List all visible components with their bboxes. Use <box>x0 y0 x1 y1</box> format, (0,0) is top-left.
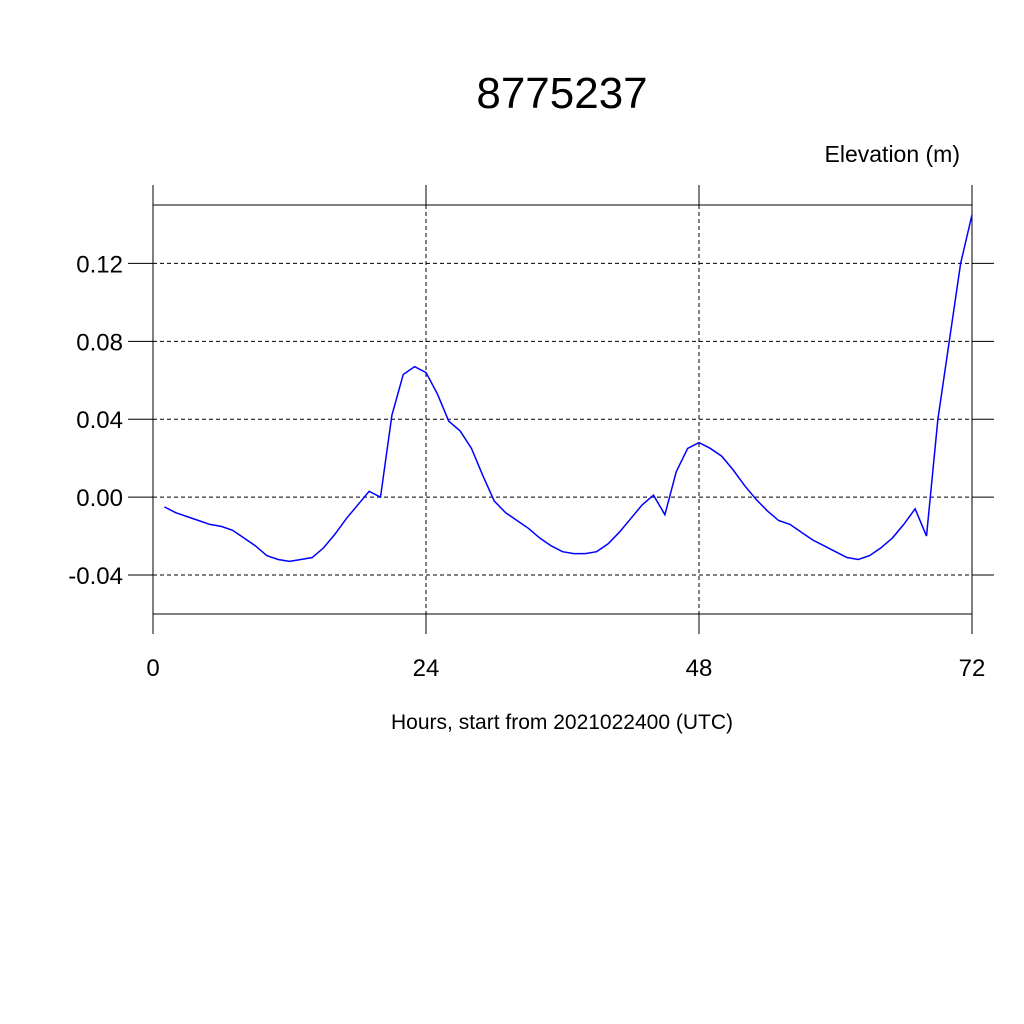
y-tick-label: 0.00 <box>76 485 123 512</box>
x-tick-label: 24 <box>413 655 440 682</box>
plot-frame <box>152 204 973 615</box>
x-axis-label: Hours, start from 2021022400 (UTC) <box>391 711 733 734</box>
y-tick-label: 0.04 <box>76 407 123 434</box>
y-tick-label: -0.04 <box>68 563 123 590</box>
x-tick-label: 0 <box>146 655 159 682</box>
x-tick-label: 72 <box>959 655 986 682</box>
chart-title: 8775237 <box>476 69 647 118</box>
data-line <box>164 214 973 563</box>
y-tick-label: 0.08 <box>76 329 123 356</box>
x-tick-label: 48 <box>686 655 713 682</box>
subtitle: Elevation (m) <box>825 141 960 167</box>
y-tick-label: 0.12 <box>76 251 123 278</box>
